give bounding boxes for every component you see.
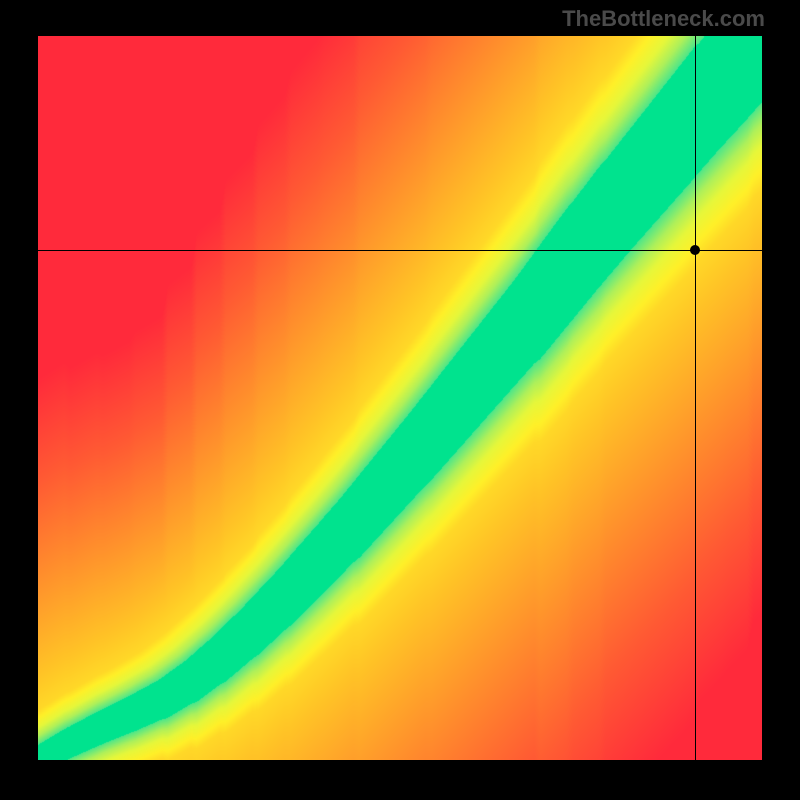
heatmap-canvas	[38, 36, 762, 760]
crosshair-vertical	[695, 36, 696, 760]
crosshair-horizontal	[38, 250, 762, 251]
crosshair-marker	[690, 245, 700, 255]
watermark-text: TheBottleneck.com	[562, 6, 765, 32]
bottleneck-heatmap	[38, 36, 762, 760]
